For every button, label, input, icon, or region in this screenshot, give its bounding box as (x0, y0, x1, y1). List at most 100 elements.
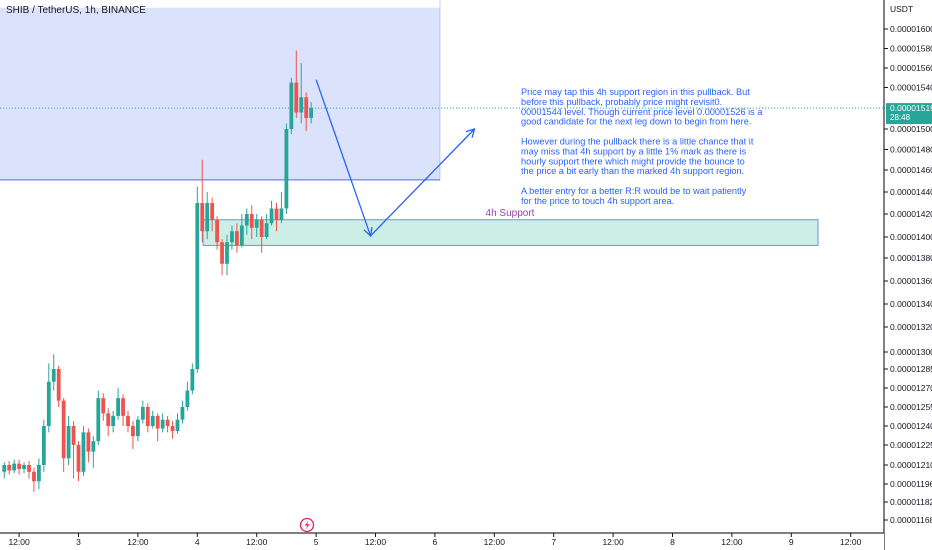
candle[interactable] (259, 216, 264, 253)
candle[interactable] (235, 223, 239, 253)
candle[interactable] (289, 77, 294, 135)
candle[interactable] (46, 363, 51, 433)
candle[interactable] (244, 208, 249, 235)
candle-body (249, 214, 254, 228)
candle[interactable] (200, 159, 205, 243)
candle[interactable] (210, 197, 215, 232)
candle-body (170, 426, 175, 432)
annotation-line: hourly support there which might provide… (521, 156, 745, 166)
candle-body (215, 219, 219, 243)
candle[interactable] (81, 426, 86, 476)
candle[interactable] (304, 92, 309, 132)
candle-body (61, 400, 66, 459)
time-tick-label: 4 (195, 537, 200, 547)
candle[interactable] (145, 403, 150, 433)
candle-body (210, 203, 215, 220)
candle-body (299, 97, 304, 113)
candle[interactable] (170, 420, 175, 439)
candle[interactable] (299, 63, 304, 124)
candle[interactable] (249, 205, 254, 240)
support-zone[interactable] (202, 219, 819, 246)
candle[interactable] (27, 461, 31, 479)
candle[interactable] (32, 467, 36, 492)
candle[interactable] (269, 200, 274, 226)
candle-body (235, 231, 239, 246)
projection-arrows[interactable] (315, 79, 476, 238)
candle[interactable] (37, 458, 41, 490)
candle-body (41, 426, 46, 465)
time-axis[interactable]: 12:00 3 12:00 4 12:00 5 12:00 6 12:00 7 12:00 8 12:0… (0, 532, 884, 550)
candle[interactable] (7, 461, 12, 475)
candle[interactable] (111, 410, 116, 433)
candle[interactable] (61, 398, 66, 472)
candle[interactable] (165, 415, 170, 433)
candle[interactable] (254, 214, 259, 237)
candle[interactable] (274, 203, 279, 232)
candle-body (230, 231, 234, 243)
candle[interactable] (205, 192, 210, 240)
candle-body (279, 208, 284, 220)
candles-layer (2, 50, 314, 492)
candle[interactable] (239, 214, 244, 248)
candle[interactable] (190, 363, 195, 395)
candle[interactable] (91, 436, 96, 468)
candle[interactable] (41, 419, 46, 472)
candle[interactable] (150, 410, 155, 429)
price-tick-label: 0.00001210 (890, 460, 932, 470)
candle[interactable] (264, 214, 269, 240)
candle[interactable] (131, 420, 135, 449)
candle[interactable] (76, 441, 81, 482)
candle[interactable] (230, 225, 234, 250)
candle[interactable] (160, 413, 165, 433)
candle[interactable] (66, 415, 71, 465)
annotation-note[interactable]: Price may tap this 4h support region in … (521, 87, 763, 206)
candle[interactable] (101, 393, 106, 421)
candle[interactable] (215, 216, 219, 250)
candle[interactable] (56, 365, 61, 407)
candle-body (76, 445, 81, 472)
annotation-line: may miss that 4h support by a little 1% … (521, 146, 747, 156)
candle[interactable] (116, 388, 120, 420)
candle[interactable] (140, 400, 145, 424)
candle[interactable] (136, 415, 140, 442)
candle[interactable] (17, 459, 21, 475)
candle-body (294, 82, 299, 113)
price-tick-label: 0.00001400 (890, 232, 932, 242)
candle[interactable] (96, 390, 101, 445)
candle[interactable] (220, 239, 224, 276)
candle[interactable] (225, 234, 229, 276)
candle[interactable] (71, 420, 76, 479)
zones-layer: 4h Support (0, 0, 819, 246)
candle[interactable] (12, 459, 17, 474)
candle[interactable] (195, 186, 200, 373)
candle[interactable] (121, 394, 125, 426)
candle[interactable] (22, 462, 26, 474)
candle[interactable] (185, 381, 190, 411)
price-tick-label: 0.00001420 (890, 209, 932, 219)
candle[interactable] (309, 102, 314, 124)
candle[interactable] (2, 462, 7, 479)
candle[interactable] (126, 410, 130, 433)
dividend-flash-icon[interactable] (299, 517, 315, 533)
price-axis[interactable]: USDT 0.00001600 0.00001580 0.00001560 0.000… (883, 0, 932, 550)
candle[interactable] (279, 192, 284, 224)
time-tick-label: 6 (433, 537, 438, 547)
time-tick-label: 12:00 (721, 537, 743, 547)
candle-body (190, 369, 195, 391)
price-tick-label: 0.00001500 (890, 124, 932, 134)
candle-body (22, 465, 26, 470)
candle[interactable] (106, 408, 111, 437)
candle[interactable] (175, 413, 180, 434)
candle[interactable] (86, 428, 91, 463)
time-tick-label: 12:00 (484, 537, 506, 547)
candle[interactable] (284, 123, 289, 215)
candle[interactable] (155, 413, 160, 442)
candle-body (27, 465, 31, 472)
resistance-zone[interactable] (0, 7, 440, 180)
candle[interactable] (180, 400, 185, 424)
candle[interactable] (294, 50, 299, 118)
candle-body (254, 219, 259, 228)
candle[interactable] (51, 354, 56, 391)
annotation-line: for the price to touch 4h support area. (521, 196, 674, 206)
